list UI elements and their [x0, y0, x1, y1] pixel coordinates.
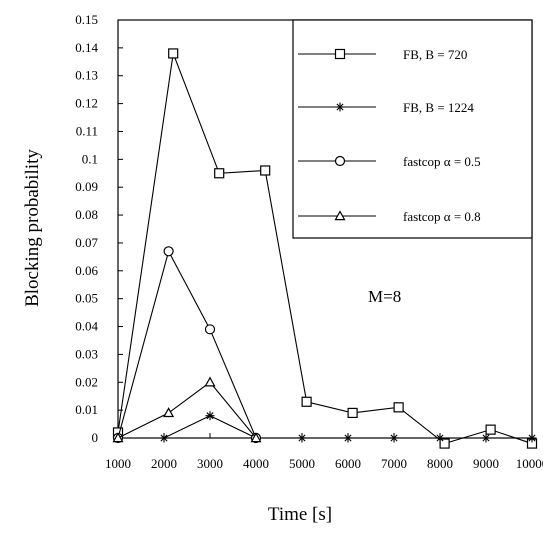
- y-tick-label: 0.03: [75, 346, 98, 361]
- legend-marker: [334, 155, 346, 167]
- y-tick-label: 0.08: [75, 207, 98, 222]
- y-tick-label: 0.1: [82, 151, 98, 166]
- data-point: [297, 433, 307, 443]
- data-point: [343, 433, 353, 443]
- data-point: [204, 324, 216, 335]
- x-axis-title: Time [s]: [268, 504, 332, 525]
- data-point: [485, 424, 496, 435]
- y-tick-label: 0: [92, 430, 99, 445]
- legend-marker: [335, 102, 345, 112]
- legend-box: [292, 19, 533, 239]
- y-tick-label: 0.14: [75, 40, 98, 55]
- annotation-m8: M=8: [368, 287, 401, 306]
- data-point: [393, 402, 404, 413]
- data-point: [168, 48, 179, 59]
- y-tick-label: 0.01: [75, 402, 98, 417]
- legend-label: fastcop α = 0.5: [403, 154, 481, 169]
- y-tick-label: 0.09: [75, 179, 98, 194]
- y-tick-label: 0.06: [75, 263, 98, 278]
- data-point: [250, 432, 262, 443]
- series-layer: [112, 48, 538, 449]
- series-line: [117, 249, 257, 439]
- data-point: [389, 433, 399, 443]
- series-line: [117, 381, 257, 439]
- legend-entry: FB, B = 720: [298, 47, 467, 62]
- ticks: 0 0.01 0.02 0.03 0.04 0.05 0.06 0.07 0.08 0.09 0.1…: [75, 12, 543, 471]
- y-tick-label: 0.13: [75, 68, 98, 83]
- data-point: [260, 165, 271, 176]
- legend-entry: fastcop α = 0.5: [298, 154, 481, 169]
- legend: FB, B = 720 FB, B = 1224 fastcop α = 0.5 fa…: [292, 19, 533, 239]
- y-tick-label: 0.11: [76, 123, 98, 138]
- data-point: [204, 376, 216, 387]
- data-point: [205, 411, 215, 421]
- data-point: [163, 246, 174, 257]
- x-tick-label: 5000: [289, 456, 315, 471]
- x-tick-label: 2000: [151, 456, 177, 471]
- x-tick-label: 1000: [105, 456, 131, 471]
- y-tick-label: 0.05: [75, 291, 98, 306]
- y-axis-title: Blocking probability: [22, 149, 43, 307]
- series-line: [118, 415, 532, 439]
- data-point: [159, 433, 169, 443]
- legend-label: fastcop α = 0.8: [403, 209, 481, 224]
- y-tick-label: 0.15: [75, 12, 98, 27]
- y-tick-label: 0.02: [75, 374, 98, 389]
- x-tick-label: 8000: [427, 456, 453, 471]
- data-point: [527, 433, 537, 443]
- y-tick-label: 0.12: [75, 96, 98, 111]
- legend-marker: [334, 48, 346, 60]
- data-point: [435, 433, 445, 443]
- series-square: [112, 48, 538, 449]
- series-circle: [112, 246, 262, 444]
- data-point: [163, 407, 175, 418]
- data-point: [112, 432, 124, 443]
- x-tick-label: 9000: [473, 456, 499, 471]
- x-tick-label: 7000: [381, 456, 407, 471]
- series-triangle: [112, 376, 262, 443]
- y-tick-label: 0.04: [75, 319, 98, 334]
- data-point: [481, 433, 491, 443]
- legend-entry: FB, B = 1224: [298, 100, 474, 115]
- data-point: [214, 168, 225, 179]
- legend-label: FB, B = 1224: [403, 100, 474, 115]
- x-tick-label: 3000: [197, 456, 223, 471]
- x-tick-label: 6000: [335, 456, 361, 471]
- y-tick-label: 0.07: [75, 235, 98, 250]
- data-point: [439, 438, 450, 449]
- x-tick-label: 10000: [516, 456, 543, 471]
- series-line: [117, 51, 533, 445]
- x-tick-label: 4000: [243, 456, 269, 471]
- data-point: [301, 396, 312, 407]
- legend-label: FB, B = 720: [403, 47, 467, 62]
- legend-entry: fastcop α = 0.8: [298, 209, 481, 224]
- data-point: [347, 407, 358, 419]
- legend-marker: [334, 210, 346, 221]
